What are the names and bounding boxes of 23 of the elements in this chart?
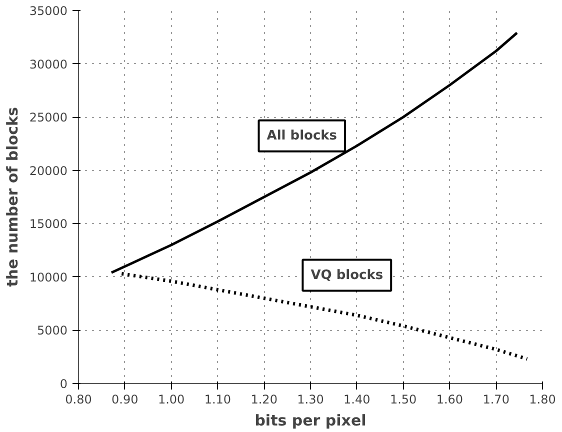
y-tick-label: 30000 (29, 57, 68, 72)
y-tick-label: 35000 (29, 4, 68, 18)
x-tick-label: 1.10 (204, 392, 232, 406)
x-tick-label: 1.00 (158, 392, 185, 406)
y-tick-label: 15000 (29, 217, 68, 232)
x-tick-label: 0.80 (65, 392, 92, 406)
y-tick-label: 5000 (36, 324, 68, 338)
y-tick-label: 25000 (29, 110, 68, 125)
x-tick-label: 1.70 (482, 392, 510, 406)
y-tick-label: 10000 (29, 270, 68, 284)
y-tick-label: 20000 (29, 164, 68, 178)
x-axis-title: bits per pixel (254, 412, 366, 430)
series-label: All blocks (266, 128, 338, 144)
x-tick-label: 1.50 (390, 392, 417, 406)
y-tick-label: 0 (60, 377, 68, 391)
series-label: VQ blocks (310, 268, 384, 283)
x-tick-label: 1.20 (250, 392, 278, 406)
y-axis-title: the number of blocks (3, 107, 22, 287)
x-tick-label: 1.80 (529, 392, 556, 406)
x-tick-label: 1.30 (297, 392, 324, 406)
x-tick-label: 1.60 (436, 392, 464, 406)
x-tick-label: 1.40 (344, 392, 370, 406)
x-tick-label: 0.90 (112, 392, 138, 406)
